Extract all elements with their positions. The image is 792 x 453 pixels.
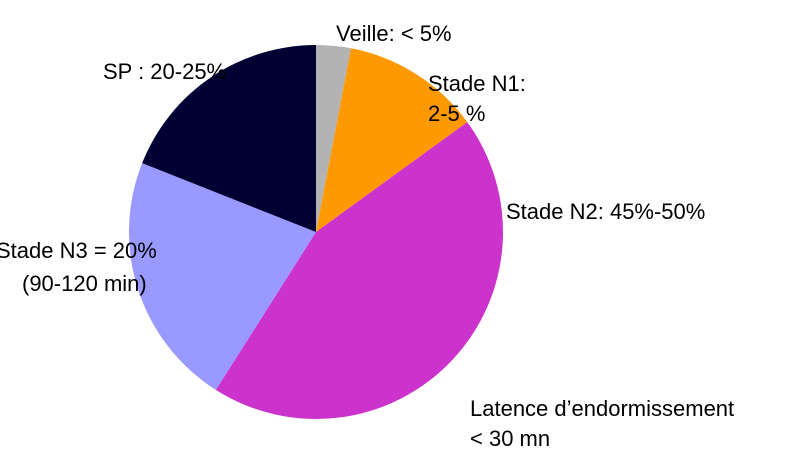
slice-label: Veille: < 5%	[336, 21, 452, 46]
slice-label: 2-5 %	[428, 101, 485, 126]
pie-slice	[142, 45, 316, 232]
slice-label: (90-120 min)	[22, 271, 147, 296]
pie-slice	[128, 163, 316, 390]
annotation: Latence d’endormissement	[470, 396, 734, 421]
pie-slice	[316, 45, 352, 232]
slice-label: SP : 20-25%	[103, 59, 226, 84]
slice-label: Stade N2: 45%-50%	[506, 199, 705, 224]
slice-label: Stade N1:	[428, 71, 526, 96]
pie-slice	[215, 122, 503, 419]
pie-slice	[316, 48, 468, 232]
annotation: < 30 mn	[470, 426, 550, 451]
slice-label: Stade N3 = 20%	[0, 238, 157, 263]
